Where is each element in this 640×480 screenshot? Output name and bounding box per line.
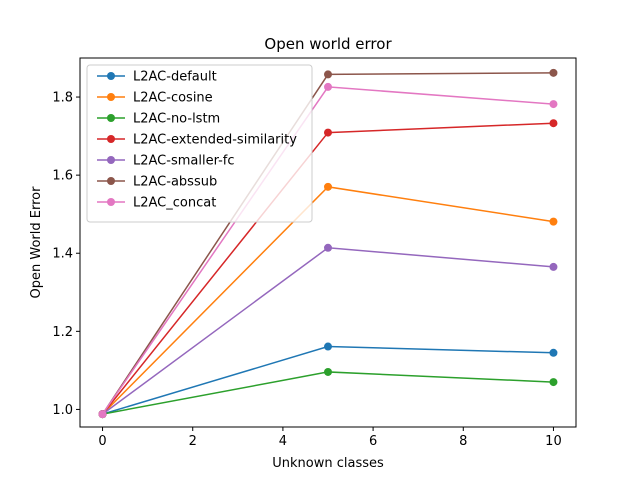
legend-marker (107, 177, 115, 185)
data-point (324, 367, 332, 376)
legend-label: L2AC-default (133, 70, 217, 85)
series-l2ac-concat (98, 82, 558, 419)
legend-label: L2AC-extended-similarity (133, 133, 297, 148)
chart-title: Open world error (264, 35, 392, 53)
plot-frame (79, 57, 577, 428)
y-tick-label: 1.8 (52, 91, 73, 106)
legend-marker (107, 114, 115, 122)
x-axis-title: Unknown classes (272, 456, 384, 471)
data-point (549, 262, 558, 271)
legend-marker (107, 135, 115, 143)
legend: L2AC-default L2AC-cosine L2AC-no-lstm L2AC-… (86, 64, 313, 223)
x-tick-label: 4 (279, 434, 287, 449)
data-point (324, 182, 332, 191)
y-axis-title: Open World Error (29, 186, 44, 299)
legend-item: L2AC-default (97, 70, 217, 85)
data-point (324, 342, 332, 351)
legend-label: L2AC-cosine (133, 91, 213, 106)
data-point (324, 70, 332, 79)
data-point (324, 243, 332, 252)
x-tick-label: 8 (459, 434, 467, 449)
y-tick-label: 1.0 (52, 403, 73, 418)
plot-area (98, 68, 558, 419)
legend-label: L2AC-abssub (133, 175, 217, 190)
x-tick-label: 0 (98, 434, 106, 449)
x-tick-label: 6 (369, 434, 377, 449)
x-axis: 0 2 4 6 8 10 (98, 427, 562, 449)
legend-marker (107, 198, 115, 206)
y-tick-label: 1.6 (52, 169, 73, 184)
legend-item: L2AC_concat (97, 196, 216, 211)
y-tick-label: 1.2 (52, 325, 73, 340)
x-tick-label: 2 (189, 434, 197, 449)
legend-marker (107, 156, 115, 164)
data-point (549, 68, 558, 77)
data-point (549, 217, 558, 226)
legend-item: L2AC-cosine (97, 91, 213, 106)
x-tick-label: 10 (545, 434, 562, 449)
legend-label: L2AC_concat (133, 196, 216, 211)
data-point (98, 410, 107, 419)
legend-item: L2AC-no-lstm (97, 112, 220, 127)
data-point (549, 378, 558, 387)
legend-box (86, 64, 313, 223)
legend-marker (107, 93, 115, 101)
legend-item: L2AC-extended-similarity (97, 133, 297, 148)
legend-marker (107, 72, 115, 80)
legend-item: L2AC-abssub (97, 175, 217, 190)
data-point (549, 100, 558, 109)
data-point (324, 82, 332, 91)
legend-item: L2AC-smaller-fc (97, 154, 235, 169)
y-tick-label: 1.4 (52, 247, 73, 262)
data-point (549, 119, 558, 128)
data-point (324, 128, 332, 137)
y-axis: 1.0 1.2 1.4 1.6 1.8 (52, 91, 80, 418)
data-point (549, 348, 558, 357)
legend-label: L2AC-no-lstm (133, 112, 220, 127)
legend-label: L2AC-smaller-fc (133, 154, 235, 169)
